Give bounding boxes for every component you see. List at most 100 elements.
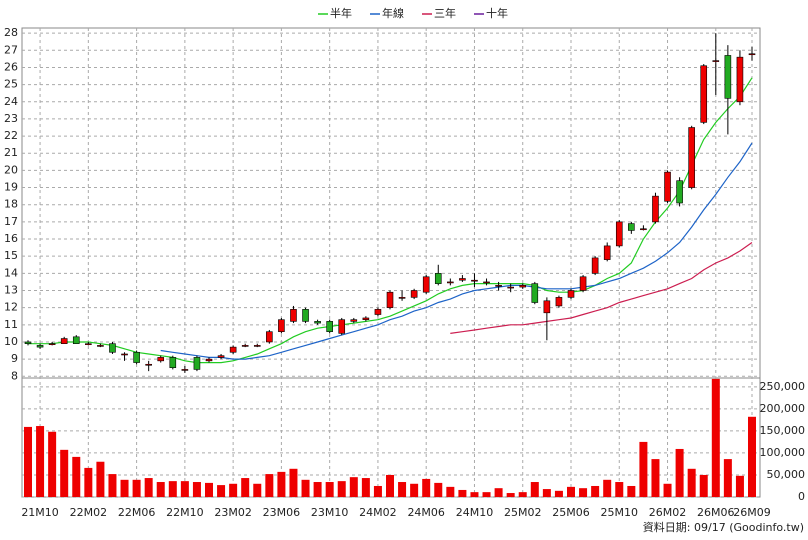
candle-body: [72, 336, 80, 344]
x-tick-label: 22M10: [166, 506, 204, 519]
volume-bar: [108, 474, 117, 497]
candle-body: [712, 60, 720, 62]
candle-body: [266, 331, 273, 343]
y2-tick-label: 100,000: [760, 446, 806, 459]
candle-body: [374, 309, 382, 315]
y-tick-label: 9: [11, 352, 18, 365]
legend-label: 半年: [330, 6, 352, 20]
candle-body: [169, 357, 177, 369]
x-tick-label: 23M10: [311, 506, 349, 519]
y-tick-label: 19: [4, 181, 18, 194]
y-tick-label: 28: [4, 26, 18, 39]
ma-line: [160, 142, 753, 360]
candle-body: [579, 276, 587, 291]
volume-bar: [542, 489, 551, 497]
candle-body: [628, 223, 635, 231]
candle-body: [688, 127, 695, 188]
volume-bar: [470, 492, 479, 497]
volume-bar: [386, 474, 394, 497]
candle-body: [229, 346, 237, 353]
y-tick-label: 20: [4, 163, 18, 176]
volume-bar: [518, 492, 527, 497]
volume-bar: [48, 431, 57, 497]
y-tick-label: 21: [4, 146, 18, 159]
volume-bar: [24, 426, 32, 497]
volume-bar: [627, 485, 636, 497]
ma-line: [450, 242, 753, 334]
volume-bar: [567, 486, 575, 497]
volume-bar: [711, 378, 720, 497]
candle-body: [422, 276, 430, 293]
x-tick-label: 22M02: [70, 506, 108, 519]
x-tick-label: 26M09: [733, 506, 771, 519]
y-tick-label: 24: [4, 95, 18, 108]
volume-bar: [180, 481, 189, 497]
volume-bar: [84, 467, 93, 497]
candle-body: [205, 358, 213, 362]
legend-label: 十年: [486, 6, 508, 20]
volume-bar: [554, 490, 563, 497]
candle-body: [495, 285, 502, 287]
x-tick-label: 23M06: [263, 506, 301, 519]
candle-body: [555, 297, 563, 307]
candle-body: [591, 257, 599, 274]
candle-body: [362, 317, 370, 320]
candle-body: [241, 345, 249, 347]
candle-body: [434, 273, 442, 284]
volume-bar: [289, 468, 298, 497]
y-tick-label: 11: [4, 318, 18, 331]
volume-bar: [349, 477, 358, 497]
volume-bar: [217, 485, 226, 497]
candle-body: [157, 357, 165, 362]
y-tick-label: 17: [4, 215, 18, 228]
x-tick-label: 26M02: [649, 506, 687, 519]
candle-body: [217, 355, 225, 358]
candle-body: [97, 345, 104, 347]
volume-bar: [325, 482, 334, 497]
volume-bar: [651, 459, 660, 497]
volume-bar: [36, 426, 45, 497]
volume-bar: [422, 478, 431, 497]
y-tick-label: 12: [4, 301, 18, 314]
candle-body: [302, 309, 309, 322]
volume-bar: [639, 441, 648, 497]
candle-body: [507, 286, 514, 289]
candle-body: [471, 279, 478, 282]
x-tick-label: 23M02: [214, 506, 252, 519]
y-tick-label: 27: [4, 43, 18, 56]
volume-bar: [229, 483, 238, 497]
volume-bar: [241, 478, 250, 497]
volume-bar: [337, 481, 346, 497]
candle-body: [398, 297, 406, 299]
volume-bar: [373, 485, 382, 497]
candle-body: [640, 228, 647, 231]
candle-body: [290, 309, 297, 322]
volume-bar: [205, 482, 213, 497]
volume-bar: [723, 459, 732, 497]
legend-label: 三年: [434, 6, 456, 20]
candle-body: [664, 171, 671, 202]
x-tick-label: 24M10: [456, 506, 494, 519]
volume-bar: [663, 483, 672, 497]
candle-body: [145, 363, 152, 366]
legend-label: 年線: [382, 6, 404, 20]
volume-bar: [361, 478, 370, 497]
volume-bar: [506, 493, 515, 497]
y2-tick-label: 150,000: [760, 424, 806, 437]
candle-body: [724, 55, 732, 99]
x-tick-label: 26M06: [697, 506, 735, 519]
y-tick-label: 8: [11, 369, 18, 382]
candle-body: [133, 351, 140, 363]
volume-bar: [156, 482, 165, 497]
candle-body: [748, 53, 756, 56]
volume-bar: [168, 481, 177, 497]
volume-bar: [434, 482, 443, 497]
y-tick-label: 10: [4, 335, 18, 348]
volume-bar: [301, 479, 310, 497]
volume-bar: [446, 486, 455, 497]
candle-body: [519, 285, 527, 288]
volume-bar: [313, 482, 322, 497]
candle-body: [48, 343, 56, 345]
volume-bar: [615, 482, 624, 497]
